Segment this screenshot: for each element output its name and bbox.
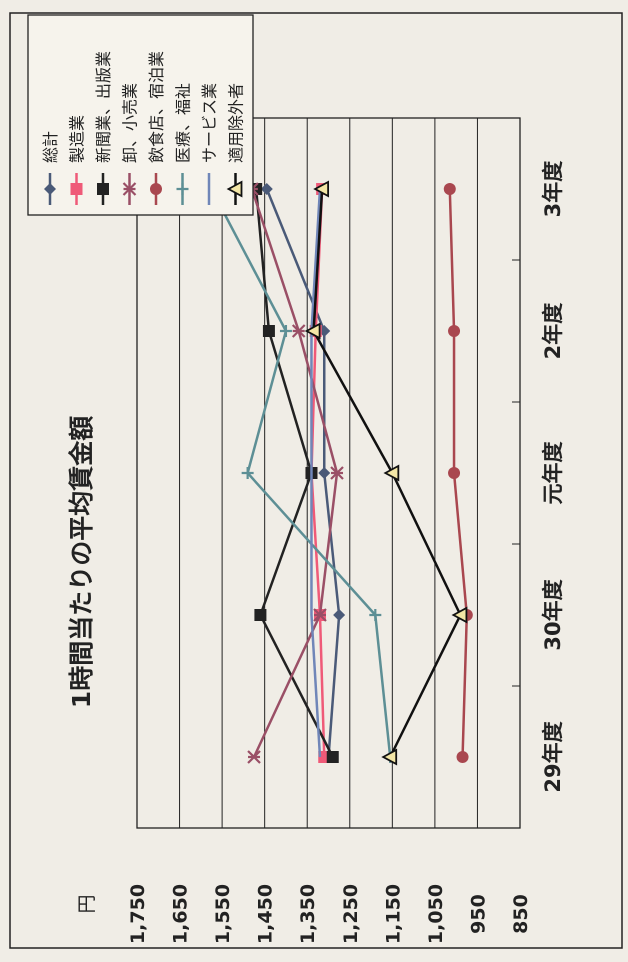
- data-point: [383, 464, 400, 482]
- data-point: [262, 325, 275, 337]
- data-point: [260, 183, 273, 195]
- data-point: [448, 467, 461, 479]
- data-point: [456, 751, 469, 763]
- y-tick-label: 850: [510, 894, 532, 934]
- data-point: [279, 325, 292, 337]
- legend-item: サービス業: [200, 83, 219, 205]
- legend-marker: [176, 183, 189, 195]
- data-point: [291, 324, 306, 338]
- y-tick-label: 1,450: [255, 884, 277, 944]
- legend-item: 製造業: [68, 115, 87, 205]
- data-point: [330, 466, 344, 480]
- y-tick-label: 1,750: [127, 884, 149, 944]
- x-tick-label: 3年度: [541, 161, 565, 218]
- data-point: [318, 467, 331, 479]
- legend-marker: [44, 183, 56, 195]
- legend-marker: [70, 183, 83, 195]
- legend-item: 総計: [41, 131, 60, 205]
- legend-label: 適用除外者: [227, 83, 246, 163]
- data-point: [451, 606, 468, 624]
- legend-box: [27, 14, 254, 216]
- data-point: [313, 180, 330, 198]
- y-tick-label: 1,650: [170, 884, 192, 944]
- legend: 総計 製造業 新聞業、出版業 卸、小売業 飲食店、宿泊業 医療、福祉 サービス業 適用除外者: [27, 14, 254, 216]
- legend-item: 適用除外者: [227, 83, 246, 205]
- legend-item: 飲食店、宿泊業: [147, 51, 166, 205]
- legend-label: 新聞業、出版業: [94, 51, 113, 163]
- series-8: [304, 180, 468, 766]
- legend-item: 医療、福祉: [174, 83, 193, 205]
- series-line: [310, 188, 322, 758]
- x-tick-label: 2年度: [541, 303, 565, 360]
- legend-marker: [122, 182, 137, 196]
- data-point: [247, 750, 261, 764]
- data-point: [254, 609, 267, 621]
- legend-label: 医療、福祉: [174, 83, 193, 163]
- x-tick-label: 30年度: [541, 579, 565, 650]
- data-point: [326, 751, 339, 763]
- data-point: [369, 609, 382, 621]
- legend-marker: [150, 183, 162, 195]
- legend-item: 卸、小売業: [121, 83, 140, 205]
- x-tick-label: 29年度: [541, 721, 565, 792]
- legend-label: サービス業: [200, 83, 219, 163]
- series-4: [245, 182, 344, 764]
- y-tick-label: 1,250: [340, 884, 362, 944]
- legend-label: 飲食店、宿泊業: [147, 51, 166, 163]
- data-point: [443, 183, 456, 195]
- plot-area: 850 950 1,050 1,150 1,250 1,350 1,450 1,550 1,65…: [127, 117, 565, 944]
- outer-frame: [9, 12, 623, 949]
- legend-label: 総計: [41, 131, 60, 163]
- x-tick-label: 元年度: [541, 442, 565, 505]
- legend-label: 製造業: [68, 115, 87, 163]
- legend-label: 卸、小売業: [121, 83, 140, 163]
- series-7: [310, 188, 322, 758]
- y-tick-label: 1,350: [297, 884, 319, 944]
- legend-marker: [97, 183, 109, 195]
- y-tick-label: 1,150: [382, 884, 404, 944]
- data-point: [241, 467, 254, 479]
- plot-border: [136, 117, 521, 829]
- chart-title: 1時間当たりの平均賃金額: [67, 416, 96, 708]
- y-tick-label: 1,050: [425, 884, 447, 944]
- y-tick-label: 1,550: [212, 884, 234, 944]
- data-point: [381, 748, 398, 766]
- data-point: [333, 609, 346, 621]
- data-point: [304, 322, 321, 340]
- y-tick-label: 950: [467, 894, 489, 934]
- legend-marker: [226, 180, 243, 198]
- data-point: [448, 325, 461, 337]
- y-unit-label: 円: [76, 894, 98, 913]
- legend-item: 新聞業、出版業: [94, 51, 113, 205]
- data-point: [313, 608, 327, 622]
